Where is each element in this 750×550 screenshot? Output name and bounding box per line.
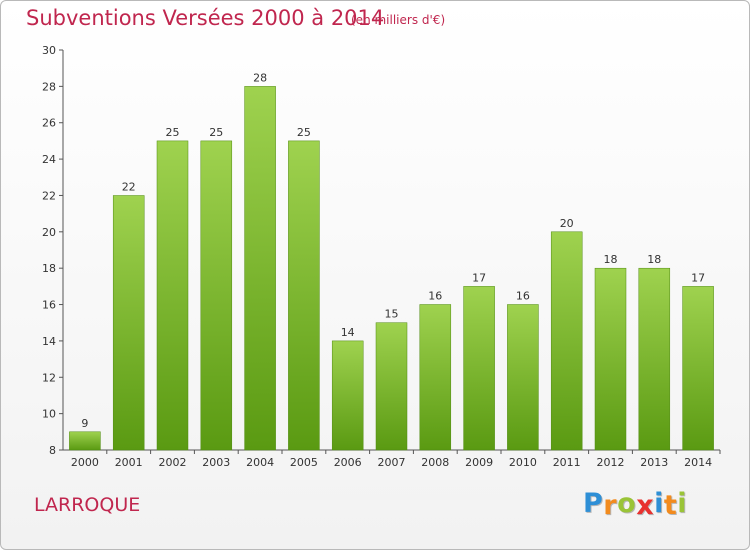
- data-label-2000: 9: [81, 417, 88, 430]
- bar-2012: [594, 267, 627, 451]
- y-tick-label: 22: [42, 189, 56, 202]
- y-tick-label: 8: [49, 444, 56, 457]
- bar-2005: [288, 140, 320, 451]
- bar-2004: [244, 86, 276, 451]
- data-labels: 9 22 25 25 28 25 14 15 16 17 16 20 18 18 17: [81, 71, 705, 429]
- logo-letter: i: [654, 488, 664, 519]
- bar-2003: [200, 140, 233, 451]
- x-tick-label-2004: 2004: [246, 456, 274, 469]
- data-label-2006: 14: [341, 326, 355, 339]
- x-tick-label-2013: 2013: [640, 456, 668, 469]
- y-tick-label: 14: [42, 335, 56, 348]
- y-tick-label: 12: [42, 371, 56, 384]
- x-tick-label-2012: 2012: [597, 456, 625, 469]
- bar-2001: [112, 195, 145, 451]
- data-label-2010: 16: [516, 290, 530, 303]
- data-label-2003: 25: [209, 126, 223, 139]
- x-tick-label-2002: 2002: [159, 456, 187, 469]
- bar-2009: [463, 286, 495, 451]
- y-tick-label: 30: [42, 44, 56, 57]
- bar-2011: [550, 231, 583, 451]
- data-label-2001: 22: [122, 181, 136, 194]
- y-tick-label: 20: [42, 226, 56, 239]
- data-label-2002: 25: [166, 126, 180, 139]
- logo-letter: r: [603, 490, 618, 521]
- x-tick-label-2011: 2011: [553, 456, 581, 469]
- x-tick-label-2000: 2000: [71, 456, 99, 469]
- data-label-2014: 17: [691, 271, 705, 284]
- logo-letter: i: [677, 488, 688, 519]
- data-label-2009: 17: [472, 271, 486, 284]
- logo-letter: P: [583, 488, 604, 519]
- data-label-2011: 20: [560, 217, 574, 230]
- data-label-2013: 18: [647, 253, 661, 266]
- logo-letter: t: [663, 490, 678, 521]
- bar-2010: [507, 304, 539, 451]
- bar-2002: [156, 140, 189, 451]
- logo-letter: x: [636, 490, 655, 521]
- y-tick-label: 24: [42, 153, 56, 166]
- bar-2007: [375, 322, 408, 451]
- bar-2000: [69, 431, 101, 451]
- x-tick-label-2006: 2006: [334, 456, 362, 469]
- chart-title: Subventions Versées 2000 à 2014: [26, 6, 385, 30]
- x-tick-label-2008: 2008: [421, 456, 449, 469]
- data-label-2008: 16: [428, 290, 442, 303]
- data-label-2004: 28: [253, 71, 267, 84]
- logo-letter: o: [617, 488, 637, 519]
- chart-subtitle: (en milliers d'€): [351, 13, 446, 27]
- x-tick-label-2007: 2007: [378, 456, 406, 469]
- bar-2013: [638, 267, 671, 451]
- x-tick-label-2010: 2010: [509, 456, 537, 469]
- y-tick-label: 16: [42, 299, 56, 312]
- bars: [69, 86, 714, 451]
- y-tick-label: 18: [42, 262, 56, 275]
- commune-name: LARROQUE: [34, 494, 141, 516]
- y-axis: 8 10 12 14 16 18 20 22 24 26 28 30: [42, 44, 64, 457]
- x-tick-label-2001: 2001: [115, 456, 143, 469]
- y-tick-label: 26: [42, 117, 56, 130]
- data-label-2007: 15: [385, 308, 399, 321]
- x-axis: 2000 2001 2002 2003 2004 2005 2006 2007 2008 2009…: [63, 449, 721, 469]
- data-label-2012: 18: [604, 253, 618, 266]
- x-tick-label-2014: 2014: [684, 456, 712, 469]
- bar-2008: [419, 304, 452, 451]
- y-tick-label: 10: [42, 408, 56, 421]
- bar-2006: [331, 340, 364, 451]
- proxiti-logo[interactable]: Proxiti: [583, 488, 688, 521]
- data-label-2005: 25: [297, 126, 311, 139]
- y-tick-label: 28: [42, 80, 56, 93]
- x-tick-label-2009: 2009: [465, 456, 493, 469]
- x-tick-label-2005: 2005: [290, 456, 318, 469]
- bar-2014: [682, 286, 714, 451]
- x-tick-label-2003: 2003: [202, 456, 230, 469]
